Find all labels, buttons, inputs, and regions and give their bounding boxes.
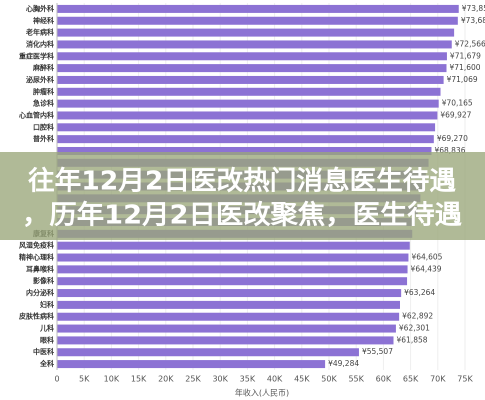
bar <box>57 146 432 155</box>
category-label: 口腔科 <box>33 122 54 131</box>
value-label: ¥64,439 <box>411 264 442 273</box>
bar <box>57 52 447 61</box>
x-tick-label: 40K <box>267 375 283 384</box>
x-tick-label: 70K <box>430 375 446 384</box>
value-label: ¥62,892 <box>402 312 433 321</box>
category-label: 内分泌科 <box>26 288 54 297</box>
value-label: ¥69,927 <box>440 110 471 119</box>
bar <box>57 28 455 37</box>
bar <box>57 64 447 73</box>
bar <box>57 324 396 333</box>
category-label: 重症医学科 <box>19 51 54 60</box>
overlay-title: ，历年12月2日医改聚焦，医生待遇 <box>22 200 462 231</box>
category-label: 全科 <box>39 359 54 368</box>
category-label: 老年病科 <box>25 28 54 37</box>
x-tick-label: 60K <box>376 375 392 384</box>
category-label: 中医科 <box>33 347 54 356</box>
value-label: ¥49,284 <box>328 359 359 368</box>
x-tick-label: 5K <box>79 375 90 384</box>
bar <box>57 99 439 108</box>
category-label: 眼科 <box>40 335 54 344</box>
overlay-title: 往年12月2日医改热门消息医生待遇 <box>28 166 456 197</box>
value-label: ¥69,270 <box>437 134 468 143</box>
category-label: 精神心理科 <box>19 253 54 262</box>
bar <box>57 123 436 132</box>
x-axis-title: 年收入(人民币) <box>235 388 289 398</box>
bar <box>57 360 326 369</box>
bar <box>57 16 458 25</box>
value-label: ¥62,301 <box>399 324 430 333</box>
bar <box>57 265 408 274</box>
category-label: 影像科 <box>33 276 54 285</box>
value-label: ¥61,858 <box>397 335 428 344</box>
x-tick-label: 30K <box>212 375 228 384</box>
category-label: 儿科 <box>39 324 54 333</box>
bar <box>57 336 394 345</box>
x-tick-label: 15K <box>131 375 147 384</box>
x-tick-label: 45K <box>294 375 310 384</box>
category-label: 普外科 <box>33 134 54 143</box>
value-label: ¥70,165 <box>442 99 473 108</box>
bar <box>57 300 400 309</box>
bar <box>57 111 438 120</box>
value-label: ¥55,507 <box>362 347 393 356</box>
x-tick-label: 65K <box>403 375 419 384</box>
bar <box>57 289 402 298</box>
bar <box>57 348 359 357</box>
x-tick-label: 35K <box>240 375 256 384</box>
bar <box>57 312 400 321</box>
category-label: 神经科 <box>33 16 54 25</box>
x-tick-label: 50K <box>321 375 337 384</box>
bar <box>57 277 408 286</box>
bar <box>57 253 409 262</box>
category-label: 急诊科 <box>33 99 54 108</box>
x-tick-label: 75K <box>457 375 473 384</box>
value-label: ¥64,605 <box>411 253 442 262</box>
x-tick-label: 55K <box>348 375 364 384</box>
category-label: 心胸外科 <box>26 4 54 13</box>
value-label: ¥63,264 <box>404 288 435 297</box>
category-label: 皮肤性病科 <box>18 312 54 321</box>
bar <box>57 4 459 13</box>
value-label: ¥71,679 <box>450 51 481 60</box>
title-overlay <box>0 152 485 240</box>
category-label: 肿瘤科 <box>32 87 54 96</box>
bar <box>57 241 410 250</box>
value-label: ¥73,851 <box>462 4 485 13</box>
x-tick-label: 25K <box>185 375 201 384</box>
bar <box>57 40 452 49</box>
bar <box>57 135 434 144</box>
value-label: ¥73,680 <box>461 16 485 25</box>
category-label: 耳鼻喉科 <box>26 264 54 273</box>
bar <box>57 75 444 84</box>
category-label: 妇科 <box>39 300 54 309</box>
value-label: ¥68,836 <box>434 146 465 155</box>
category-label: 泌尿外科 <box>26 75 54 84</box>
category-label: 消化内科 <box>26 39 54 48</box>
x-tick-label: 20K <box>158 375 174 384</box>
x-tick-label: 10K <box>104 375 120 384</box>
category-label: 风湿免疫科 <box>19 241 54 250</box>
category-label: 心血管内科 <box>19 110 54 119</box>
bar <box>57 87 441 96</box>
value-label: ¥71,069 <box>447 75 478 84</box>
value-label: ¥71,600 <box>450 63 481 72</box>
value-label: ¥72,566 <box>455 39 485 48</box>
category-label: 麻醉科 <box>32 63 54 72</box>
x-tick-label: 0 <box>54 375 59 384</box>
